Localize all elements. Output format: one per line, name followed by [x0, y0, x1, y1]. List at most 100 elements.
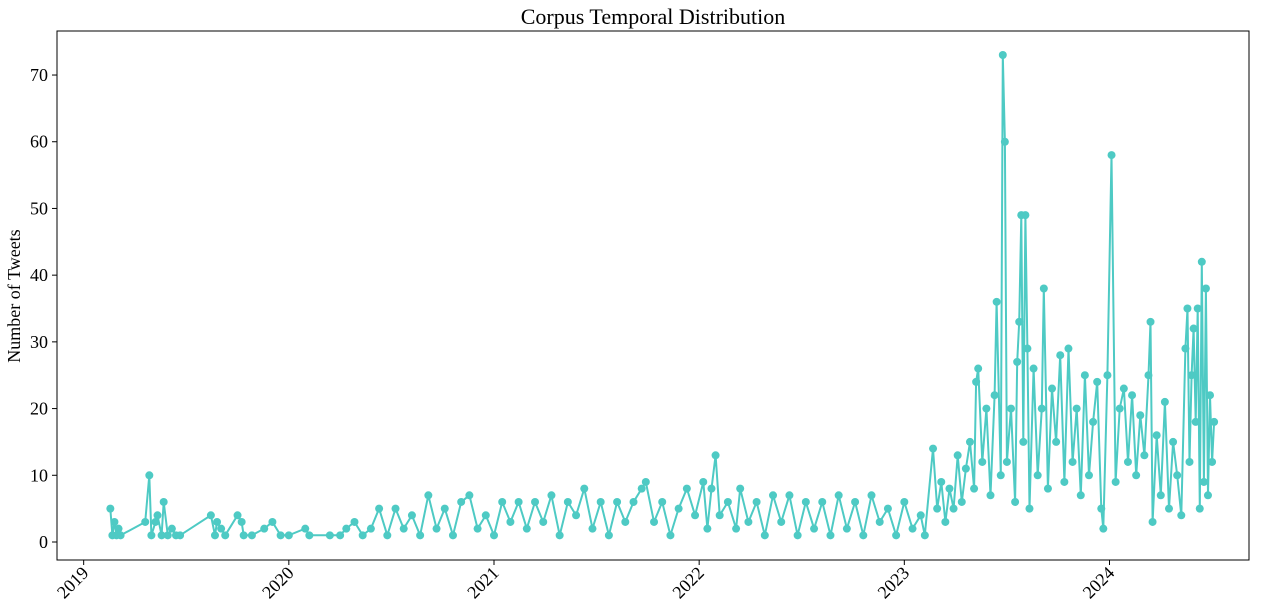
data-point	[366, 524, 375, 533]
data-point	[723, 497, 732, 506]
data-point	[1191, 417, 1200, 426]
data-point	[580, 484, 589, 493]
data-point	[514, 497, 523, 506]
chart-title: Corpus Temporal Distribution	[521, 4, 785, 29]
data-point	[210, 531, 219, 540]
data-point	[908, 524, 917, 533]
data-point	[1093, 377, 1102, 386]
data-point	[982, 404, 991, 413]
x-tick-label: 2021	[463, 563, 503, 603]
data-point	[604, 531, 613, 540]
data-point	[1019, 437, 1028, 446]
data-point	[752, 497, 761, 506]
data-point	[1000, 137, 1009, 146]
data-point	[1002, 457, 1011, 466]
data-point	[691, 511, 700, 520]
data-point	[1119, 384, 1128, 393]
data-point	[1164, 504, 1173, 513]
data-point	[1181, 344, 1190, 353]
data-point	[892, 531, 901, 540]
data-point	[233, 511, 242, 520]
data-point	[732, 524, 741, 533]
data-point	[1011, 497, 1020, 506]
data-point	[268, 517, 277, 526]
data-point	[859, 531, 868, 540]
x-tick-label: 2019	[53, 563, 93, 603]
data-point	[711, 451, 720, 460]
data-point	[1056, 351, 1065, 360]
data-point	[990, 391, 999, 400]
data-point	[965, 437, 974, 446]
data-point	[305, 531, 314, 540]
data-point	[867, 491, 876, 500]
data-point	[596, 497, 605, 506]
data-point	[116, 531, 125, 540]
data-point	[239, 531, 248, 540]
data-point	[1033, 471, 1042, 480]
data-point	[674, 504, 683, 513]
data-point	[1039, 284, 1048, 293]
data-point	[929, 444, 938, 453]
data-point	[900, 497, 909, 506]
data-point	[996, 471, 1005, 480]
data-point	[358, 531, 367, 540]
data-point	[1064, 344, 1073, 353]
data-point	[621, 517, 630, 526]
data-point	[1185, 457, 1194, 466]
data-point	[785, 491, 794, 500]
data-point	[213, 517, 222, 526]
data-point	[986, 491, 995, 500]
data-point	[1111, 477, 1120, 486]
data-point	[1029, 364, 1038, 373]
data-point	[498, 497, 507, 506]
data-point	[416, 531, 425, 540]
data-point	[1152, 431, 1161, 440]
data-point	[1132, 471, 1141, 480]
y-tick-label: 70	[30, 65, 48, 85]
data-point	[1136, 411, 1145, 420]
data-point	[221, 531, 230, 540]
data-point	[1123, 457, 1132, 466]
data-point	[1072, 404, 1081, 413]
data-point	[1068, 457, 1077, 466]
data-point	[506, 517, 515, 526]
data-point	[106, 504, 115, 513]
data-point	[206, 511, 215, 520]
data-point	[920, 531, 929, 540]
data-point	[1173, 471, 1182, 480]
data-point	[1015, 317, 1024, 326]
data-point	[637, 484, 646, 493]
data-point	[1097, 504, 1106, 513]
data-point	[883, 504, 892, 513]
data-point	[1195, 504, 1204, 513]
data-point	[826, 531, 835, 540]
data-point	[260, 524, 269, 533]
data-point	[473, 524, 482, 533]
data-point	[682, 484, 691, 493]
data-point	[110, 517, 119, 526]
data-point	[1048, 384, 1057, 393]
data-point	[1052, 437, 1061, 446]
data-point	[641, 477, 650, 486]
data-point	[1208, 457, 1217, 466]
data-point	[522, 524, 531, 533]
data-point	[1156, 491, 1165, 500]
data-point	[457, 497, 466, 506]
data-point	[1076, 491, 1085, 500]
data-point	[176, 531, 185, 540]
data-point	[1099, 524, 1108, 533]
data-point	[1080, 371, 1089, 380]
data-point	[481, 511, 490, 520]
data-point	[1210, 417, 1219, 426]
data-point	[629, 497, 638, 506]
data-point	[217, 524, 226, 533]
data-point	[383, 531, 392, 540]
x-tick-label: 2023	[874, 563, 914, 603]
data-point	[992, 297, 1001, 306]
data-point	[801, 497, 810, 506]
data-point	[1146, 317, 1155, 326]
data-point	[1183, 304, 1192, 313]
data-point	[572, 511, 581, 520]
data-point	[1115, 404, 1124, 413]
